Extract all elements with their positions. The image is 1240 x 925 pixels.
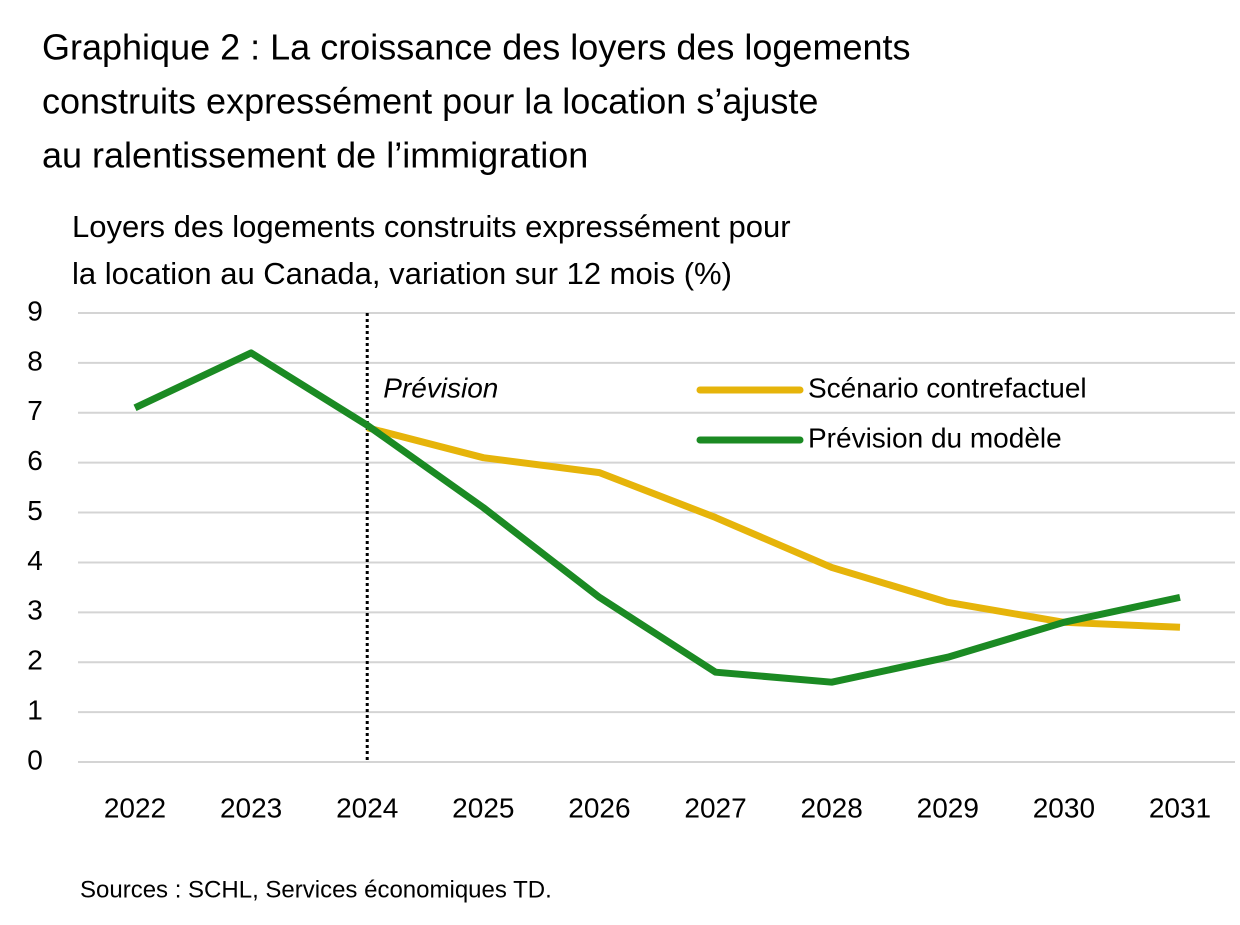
y-tick-label: 2 [27,645,43,676]
annotation: Prévision [383,372,498,403]
y-tick-label: 3 [27,595,43,626]
y-axis-label: la location au Canada, variation sur 12 … [72,256,732,291]
x-tick-label: 2022 [104,792,166,823]
x-tick-label: 2031 [1149,792,1211,823]
x-tick-label: 2027 [684,792,746,823]
x-tick-label: 2026 [568,792,630,823]
x-tick-label: 2025 [452,792,514,823]
y-tick-label: 9 [27,295,43,326]
x-tick-label: 2028 [801,792,863,823]
y-tick-label: 4 [27,545,43,576]
x-tick-label: 2029 [917,792,979,823]
y-tick-label: 8 [27,345,43,376]
legend-label: Prévision du modèle [808,422,1062,453]
x-tick-label: 2023 [220,792,282,823]
y-tick-label: 7 [27,395,43,426]
x-tick-label: 2024 [336,792,398,823]
y-tick-label: 1 [27,695,43,726]
y-tick-label: 6 [27,445,43,476]
y-tick-label: 5 [27,495,43,526]
chart-title: construits expressément pour la location… [42,81,818,122]
chart-title: Graphique 2 : La croissance des loyers d… [42,27,910,68]
series-line [366,424,1181,631]
series-line [133,349,1181,686]
source: Sources : SCHL, Services économiques TD. [80,876,552,903]
y-tick-label: 0 [27,744,43,775]
chart-title: au ralentissement de l’immigration [42,135,588,176]
y-axis-label: Loyers des logements construits expressé… [72,209,791,244]
legend-label: Scénario contrefactuel [808,372,1087,403]
x-tick-label: 2030 [1033,792,1095,823]
